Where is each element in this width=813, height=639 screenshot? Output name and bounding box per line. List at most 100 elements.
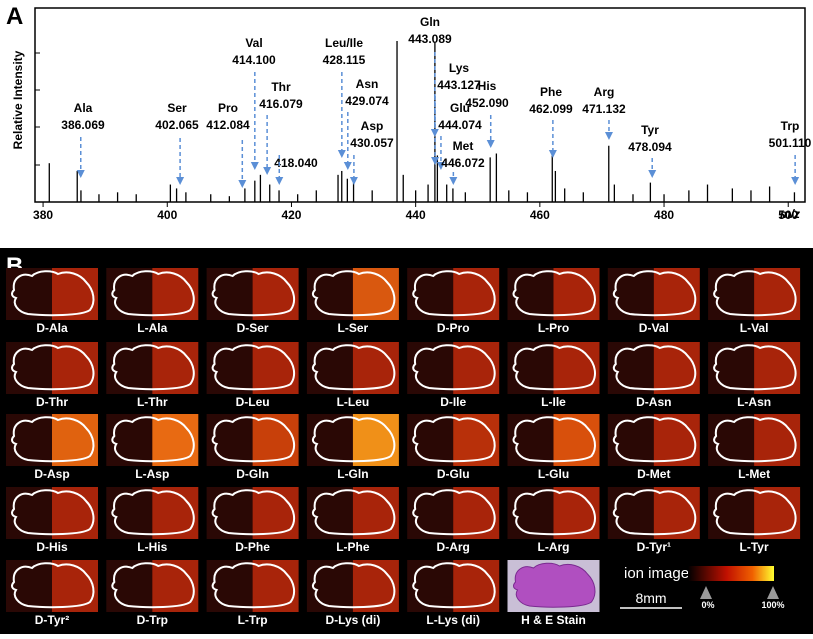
ion-image-left xyxy=(607,268,654,320)
ion-image-tile xyxy=(607,268,700,320)
ion-image-tile xyxy=(106,268,199,320)
tile-label: D-Tyr² xyxy=(35,613,69,627)
ion-image-right xyxy=(754,414,801,466)
ion-image-right xyxy=(52,342,98,394)
annotation-name: Val xyxy=(245,36,262,50)
tile-label: L-Arg xyxy=(538,540,570,554)
tissue-outline xyxy=(311,270,396,317)
annotation-name: Phe xyxy=(540,85,562,99)
ion-image-left xyxy=(6,268,52,320)
ion-image-left xyxy=(106,342,153,394)
tile-label: D-Arg xyxy=(437,540,470,554)
ion-image-tile xyxy=(507,414,600,466)
tissue-outline xyxy=(713,270,797,317)
tile-label: L-Val xyxy=(740,321,769,335)
tissue-outline xyxy=(512,344,596,391)
y-axis-label: Relative Intensity xyxy=(11,50,25,149)
arrow-head xyxy=(275,177,284,185)
annotation-mz: 418.040 xyxy=(274,156,318,170)
ion-image-right xyxy=(252,560,299,612)
annotation-name: Ser xyxy=(167,101,187,115)
ion-image-right xyxy=(653,487,700,539)
x-tick-label: 400 xyxy=(157,208,177,222)
ion-image-left xyxy=(106,487,153,539)
annotation-mz: 462.099 xyxy=(529,102,573,116)
ion-image-tile xyxy=(407,414,500,466)
tissue-outline xyxy=(111,489,195,536)
annotation-mz: 414.100 xyxy=(232,53,276,67)
tissue-outline xyxy=(512,489,596,536)
tissue-outline xyxy=(211,562,296,609)
ion-image-right xyxy=(252,487,299,539)
tissue-outline xyxy=(211,270,296,317)
annotation-name: Ala xyxy=(74,101,93,115)
ion-image-tile xyxy=(6,414,98,466)
tissue-outline xyxy=(11,489,95,536)
tile-label: L-Glu xyxy=(538,467,569,481)
annotation-name: Asn xyxy=(356,77,379,91)
arrow-head xyxy=(250,162,259,170)
ion-image-right xyxy=(453,268,500,320)
tile-label: L-Pro xyxy=(538,321,569,335)
colorbar xyxy=(688,566,774,581)
ion-image-left xyxy=(6,342,52,394)
ion-image-tile xyxy=(106,342,199,394)
annotation-name: Glu xyxy=(450,101,470,115)
arrow-head xyxy=(604,132,613,140)
annotation-mz: 471.132 xyxy=(582,102,626,116)
tile-label: D-Tyr¹ xyxy=(637,540,671,554)
tissue-outline xyxy=(612,344,697,391)
tissue-outline xyxy=(311,562,396,609)
ion-image-tile xyxy=(6,560,98,612)
ion-image-tile xyxy=(106,414,199,466)
ion-image-right xyxy=(52,487,98,539)
ion-image-tile xyxy=(708,268,801,320)
annotation-mz: 402.065 xyxy=(155,118,199,132)
ion-image-left xyxy=(407,342,454,394)
tissue-outline xyxy=(412,344,496,391)
annotation-name: Thr xyxy=(271,80,291,94)
ion-image-tile xyxy=(306,487,399,539)
tissue-outline xyxy=(111,562,195,609)
ion-image-left xyxy=(306,414,353,466)
ion-image-right xyxy=(352,268,399,320)
ion-image-left xyxy=(306,268,353,320)
ion-image-right xyxy=(453,414,500,466)
plot-frame xyxy=(34,7,806,203)
tissue-outline xyxy=(412,270,496,317)
ion-image-right xyxy=(553,268,600,320)
ion-image-left xyxy=(6,414,52,466)
tile-label: D-Ser xyxy=(237,321,269,335)
tile-label: L-Tyr xyxy=(740,540,769,554)
ion-image-tile xyxy=(106,560,199,612)
ion-image-tile xyxy=(206,342,299,394)
tile-label: D-Asp xyxy=(34,467,69,481)
ion-image-right xyxy=(152,487,199,539)
tile-label: D-Thr xyxy=(36,395,68,409)
tissue-outline xyxy=(11,270,95,317)
arrow-head xyxy=(176,177,185,185)
tile-label: D-His xyxy=(36,540,68,554)
tile-label: L-Gln xyxy=(337,467,368,481)
tissue-outline xyxy=(713,344,797,391)
ion-image-tile xyxy=(708,487,801,539)
ion-image-right xyxy=(453,487,500,539)
ion-image-tile xyxy=(6,268,98,320)
ion-image-right xyxy=(754,342,801,394)
arrow-head xyxy=(449,177,458,185)
tissue-outline xyxy=(713,489,797,536)
annotation-mz: 478.094 xyxy=(628,140,672,154)
tile-label: L-Thr xyxy=(137,395,168,409)
ion-image-right xyxy=(352,560,399,612)
tile-label: L-His xyxy=(137,540,167,554)
x-tick-label: 440 xyxy=(406,208,426,222)
ion-image-right xyxy=(352,487,399,539)
ion-image-tile xyxy=(607,342,700,394)
tile-label: L-Leu xyxy=(337,395,370,409)
annotation-mz: 443.089 xyxy=(408,32,452,46)
tissue-outline xyxy=(111,344,195,391)
annotation-mz: 444.074 xyxy=(438,118,482,132)
ion-image-left xyxy=(206,414,253,466)
tile-label: L-Ile xyxy=(541,395,566,409)
x-tick-label: 380 xyxy=(33,208,53,222)
